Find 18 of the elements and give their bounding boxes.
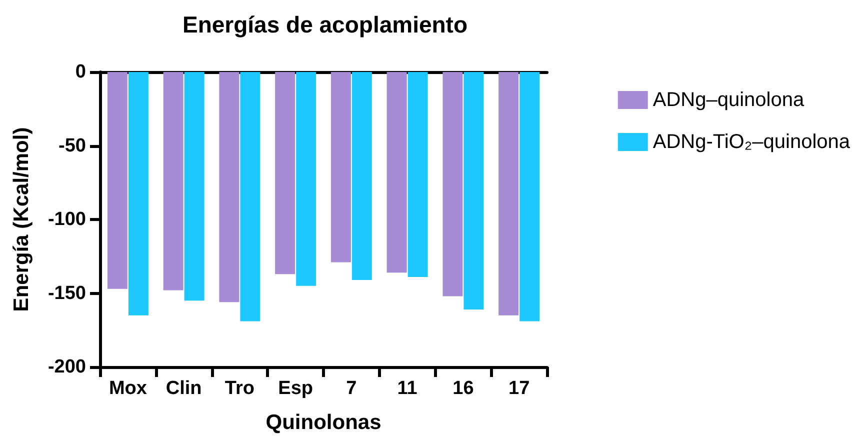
- legend-label: ADNg-TiO₂–quinolona: [652, 131, 851, 153]
- y-axis-title: Energía (Kcal/mol): [10, 127, 33, 312]
- y-tick-label: -50: [58, 135, 86, 156]
- y-tick-label: -150: [48, 282, 86, 304]
- x-tick-label: Esp: [278, 378, 313, 399]
- y-tick-label: 0: [75, 62, 86, 82]
- x-tick-label: Clin: [166, 378, 202, 399]
- x-tick-label: Tro: [224, 378, 254, 399]
- legend-label: ADNg–quinolona: [652, 89, 805, 111]
- x-tick-label: 16: [452, 378, 474, 399]
- y-tick-label: -200: [48, 356, 86, 378]
- x-axis-title: Quinolonas: [266, 411, 382, 434]
- chart-title: Energías de acoplamiento: [182, 12, 468, 38]
- x-tick-label: 11: [397, 378, 418, 399]
- y-tick-label: -100: [48, 209, 86, 230]
- x-tick-label: 7: [346, 378, 357, 399]
- x-tick-label: 17: [508, 378, 530, 399]
- x-tick-label: Mox: [108, 378, 148, 399]
